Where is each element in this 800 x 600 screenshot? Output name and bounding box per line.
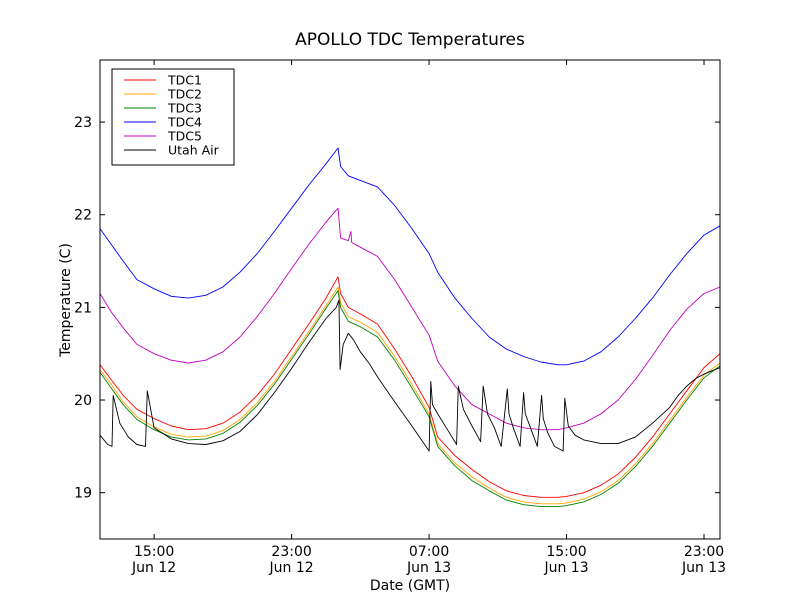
legend-box xyxy=(111,68,235,166)
chart-title: APOLLO TDC Temperatures xyxy=(295,30,525,50)
y-tick-label: 21 xyxy=(74,300,92,316)
x-tick-label-time: 23:00 xyxy=(684,544,724,560)
legend-label: TDC5 xyxy=(167,129,202,144)
y-tick-label: 22 xyxy=(74,208,92,224)
x-tick-label-time: 07:00 xyxy=(409,544,449,560)
y-tick-label: 23 xyxy=(74,115,92,131)
x-tick-label-date: Jun 13 xyxy=(406,560,451,576)
x-tick-label-date: Jun 12 xyxy=(269,560,314,576)
x-tick-label-time: 15:00 xyxy=(546,544,586,560)
series-line-utah-air xyxy=(99,299,721,452)
legend-label: Utah Air xyxy=(168,143,220,158)
x-tick-label-date: Jun 13 xyxy=(681,560,726,576)
legend-label: TDC2 xyxy=(167,87,202,102)
axes-frame xyxy=(99,59,721,540)
plot-lines xyxy=(99,147,721,508)
x-axis-label: Date (GMT) xyxy=(370,578,450,594)
y-axis-label: Temperature (C) xyxy=(58,243,74,358)
x-tick-label-time: 23:00 xyxy=(271,544,311,560)
y-tick-label: 20 xyxy=(74,393,92,409)
legend-label: TDC4 xyxy=(167,115,202,130)
x-tick-label-date: Jun 13 xyxy=(543,560,588,576)
y-axis-ticks: 19 20 21 22 23 xyxy=(74,115,720,502)
series-line-tdc5 xyxy=(99,207,721,431)
series-line-tdc1 xyxy=(99,276,721,498)
legend-label: TDC3 xyxy=(167,101,202,116)
series-line-tdc3 xyxy=(99,290,721,508)
x-tick-label-date: Jun 12 xyxy=(131,560,176,576)
y-tick-label: 19 xyxy=(74,486,92,502)
legend-label: TDC1 xyxy=(167,73,202,88)
series-line-tdc2 xyxy=(99,286,721,505)
x-tick-label-time: 15:00 xyxy=(134,544,174,560)
series-line-tdc4 xyxy=(99,147,721,366)
